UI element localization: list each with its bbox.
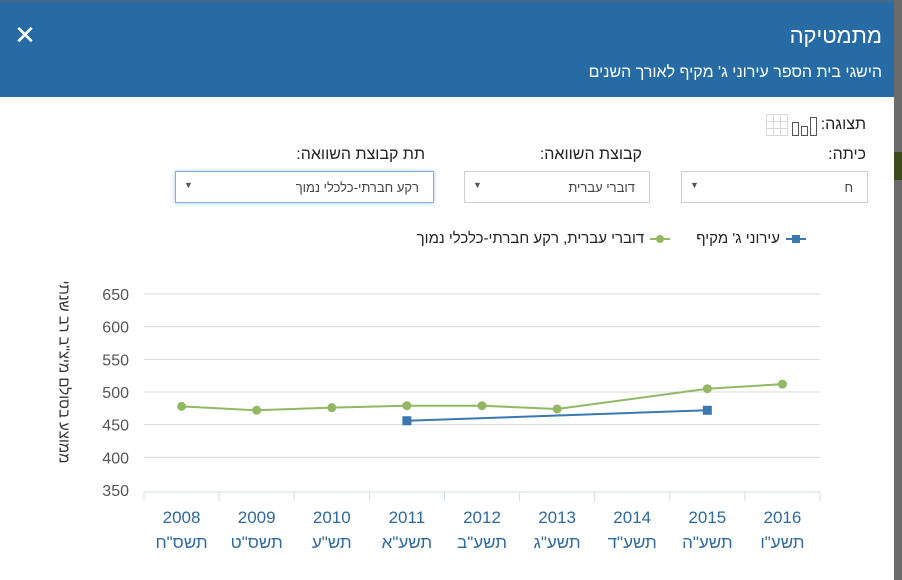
legend-item-compare[interactable]: דוברי עברית, רקע חברתי-כלכלי נמוך bbox=[417, 230, 671, 247]
y-tick-label: 550 bbox=[102, 352, 129, 369]
x-axis: 2008 תשס"ח 2009 תשס"ט 2010 תש"ע 2011 תשע"א 2012 ת… bbox=[143, 491, 821, 552]
circle-marker-icon bbox=[650, 234, 671, 243]
x-tick-year: 2015 bbox=[688, 508, 726, 527]
chevron-down-icon: ▼ bbox=[473, 180, 482, 190]
grade-select[interactable]: ח ▼ bbox=[681, 171, 868, 203]
data-point[interactable] bbox=[552, 404, 562, 414]
view-toggle bbox=[766, 112, 817, 136]
x-tick-hebrew-year: תשע"ו bbox=[760, 533, 804, 552]
y-axis-ticks: 350 400 450 500 550 600 650 bbox=[102, 287, 129, 500]
table-grid-icon[interactable] bbox=[766, 114, 788, 136]
x-tick-year: 2009 bbox=[238, 508, 276, 527]
x-tick-hebrew-year: תש"ע bbox=[312, 533, 352, 552]
view-label: תצוגה: bbox=[820, 116, 866, 133]
legend-item-school[interactable]: עירוני ג' מקיף bbox=[696, 230, 806, 247]
data-point[interactable] bbox=[777, 379, 787, 389]
sub-compare-group-label: תת קבוצת השוואה: bbox=[296, 146, 425, 163]
x-tick-hebrew-year: תשע"ב bbox=[457, 533, 507, 552]
y-tick-label: 450 bbox=[102, 418, 129, 435]
x-tick-hebrew-year: תשע"א bbox=[382, 533, 432, 552]
data-point[interactable] bbox=[702, 405, 712, 415]
x-tick-year: 2010 bbox=[313, 508, 351, 527]
data-point[interactable] bbox=[252, 405, 262, 415]
y-tick-label: 600 bbox=[102, 320, 129, 337]
series-line bbox=[181, 383, 783, 412]
compare-group-select-value: דוברי עברית bbox=[568, 180, 635, 195]
modal-header: ✕ מתמטיקה הישגי בית הספר עירוני ג' מקיף … bbox=[0, 3, 894, 97]
data-point[interactable] bbox=[402, 401, 412, 411]
series-line bbox=[406, 409, 708, 422]
gridlines bbox=[144, 293, 820, 458]
x-tick-hebrew-year: תשע"ג bbox=[534, 533, 581, 552]
modal-title: מתמטיקה bbox=[789, 23, 882, 48]
background-accent bbox=[894, 152, 902, 180]
data-point[interactable] bbox=[327, 403, 337, 413]
legend-label-school: עירוני ג' מקיף bbox=[696, 230, 780, 247]
chevron-down-icon: ▼ bbox=[690, 180, 699, 190]
legend-label-compare: דוברי עברית, רקע חברתי-כלכלי נמוך bbox=[416, 230, 645, 247]
x-tick-hebrew-year: תשס"ט bbox=[231, 533, 283, 552]
sub-compare-group-select[interactable]: רקע חברתי-כלכלי נמוך ▼ bbox=[175, 171, 434, 203]
square-marker-icon bbox=[786, 234, 806, 243]
chevron-down-icon: ▼ bbox=[184, 180, 193, 190]
x-tick-year: 2012 bbox=[463, 508, 501, 527]
y-tick-label: 500 bbox=[102, 385, 129, 402]
modal-subtitle: הישגי בית הספר עירוני ג' מקיף לאורך השני… bbox=[588, 64, 882, 81]
y-tick-label: 400 bbox=[102, 450, 129, 467]
x-tick-hebrew-year: תשע"ד bbox=[608, 533, 657, 552]
chart-legend: עירוני ג' מקיף דוברי עברית, רקע חברתי-כל… bbox=[417, 230, 806, 247]
x-tick-hebrew-year: תשס"ח bbox=[155, 533, 207, 552]
compare-group-select[interactable]: דוברי עברית ▼ bbox=[464, 171, 650, 203]
x-tick-year: 2011 bbox=[389, 508, 426, 527]
compare-group-label: קבוצת השוואה: bbox=[539, 146, 642, 163]
close-button[interactable]: ✕ bbox=[12, 21, 38, 49]
line-chart: 350 400 450 500 550 600 650 2008 תשס"ח 2009 תשס"ט… bbox=[102, 287, 821, 552]
data-point[interactable] bbox=[477, 401, 487, 411]
data-point[interactable] bbox=[177, 401, 187, 411]
close-icon: ✕ bbox=[14, 20, 36, 50]
bar-chart-icon[interactable] bbox=[792, 114, 817, 136]
grade-select-value: ח bbox=[844, 180, 853, 195]
background-page-edge bbox=[894, 0, 902, 580]
x-tick-year: 2014 bbox=[613, 508, 651, 527]
sub-compare-group-select-value: רקע חברתי-כלכלי נמוך bbox=[295, 180, 419, 195]
data-point[interactable] bbox=[702, 384, 712, 394]
grade-label: כיתה: bbox=[828, 146, 866, 163]
chart-series bbox=[177, 379, 787, 426]
x-tick-year: 2008 bbox=[163, 508, 201, 527]
y-tick-label: 350 bbox=[102, 483, 129, 500]
x-tick-hebrew-year: תשע"ה bbox=[682, 533, 733, 552]
y-tick-label: 650 bbox=[102, 287, 129, 304]
x-tick-year: 2016 bbox=[764, 508, 802, 527]
data-point[interactable] bbox=[402, 416, 412, 426]
background-header-sliver bbox=[0, 0, 894, 3]
x-tick-year: 2013 bbox=[538, 508, 576, 527]
